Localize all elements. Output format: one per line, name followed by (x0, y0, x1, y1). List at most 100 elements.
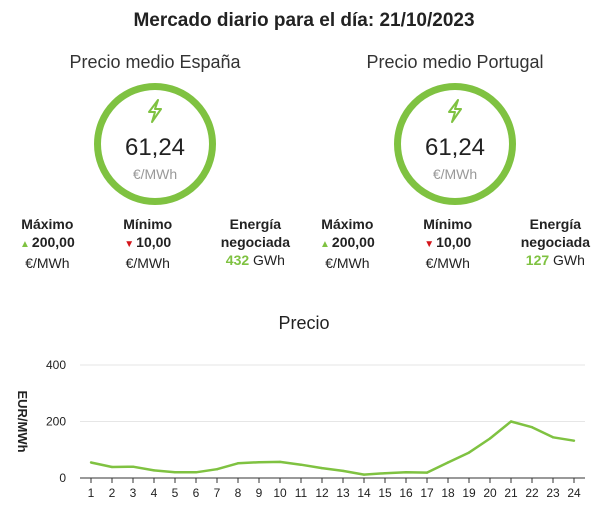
x-tick-label: 1 (88, 486, 95, 500)
data-point (89, 461, 93, 464)
x-tick-label: 20 (483, 486, 497, 500)
spain-min-value: 10,00 (136, 234, 172, 250)
x-tick-label: 22 (525, 486, 539, 500)
lightning-bolt-icon (101, 99, 209, 128)
x-tick-label: 16 (399, 486, 413, 500)
x-tick-label: 18 (441, 486, 455, 500)
spain-average-price: 61,24 (124, 134, 186, 161)
spain-min-label: Mínimo (123, 216, 173, 232)
spain-panel-title: Precio medio España (69, 52, 241, 72)
x-tick-label: 7 (214, 486, 221, 500)
portugal-max: Máximo ▲ 200,00 €/MWh (320, 215, 375, 272)
data-point (299, 463, 303, 466)
x-tick-label: 12 (315, 486, 329, 500)
spain-max-unit: €/MWh (25, 255, 70, 271)
data-point (131, 465, 135, 468)
data-point (173, 471, 177, 474)
y-tick-label: 0 (59, 471, 66, 485)
data-point (467, 451, 471, 454)
portugal-max-value: 200,00 (331, 234, 375, 250)
data-point (257, 460, 261, 464)
spain-price-gauge: 61,24 €/MWh (94, 83, 216, 205)
spain-max: Máximo ▲ 200,00 €/MWh (20, 215, 75, 272)
page-title: Mercado diario para el día: 21/10/2023 (133, 10, 475, 31)
x-tick-label: 4 (151, 486, 158, 500)
triangle-up-icon: ▲ (320, 239, 330, 250)
portugal-panel: Precio medio Portugal 61,24 €/MWh Máximo… (320, 52, 590, 272)
triangle-down-icon: ▼ (424, 239, 435, 250)
spain-min: Mínimo ▼ 10,00 €/MWh (123, 215, 172, 272)
x-tick-label: 11 (295, 486, 308, 500)
data-point (383, 471, 387, 475)
portugal-energy-label-1: Energía (529, 216, 582, 232)
data-point (362, 473, 366, 476)
portugal-price-gauge: 61,24 €/MWh (394, 83, 516, 205)
x-tick-label: 23 (546, 486, 560, 500)
spain-min-unit: €/MWh (125, 255, 170, 271)
price-series-line (90, 420, 575, 476)
spain-energy-label-2: negociada (220, 234, 290, 250)
lightning-bolt-icon (401, 99, 509, 128)
portugal-min-value: 10,00 (436, 234, 472, 250)
x-tick-label: 21 (504, 486, 518, 500)
portugal-energy: Energía negociada 127 GWh (521, 215, 590, 272)
spain-max-label: Máximo (21, 216, 74, 232)
x-tick-label: 2 (109, 486, 116, 500)
data-point (488, 437, 492, 440)
data-point (236, 462, 240, 465)
x-tick-label: 9 (256, 486, 263, 500)
spain-panel: Precio medio España 61,24 €/MWh Máximo ▲… (20, 52, 290, 272)
x-tick-label: 19 (462, 486, 476, 500)
data-point (446, 461, 450, 464)
x-tick-label: 24 (567, 486, 581, 500)
x-tick-label: 13 (336, 486, 350, 500)
portugal-min: Mínimo ▼ 10,00 €/MWh (423, 215, 472, 272)
x-tick-label: 3 (130, 486, 137, 500)
data-point (110, 465, 114, 469)
data-point (404, 471, 408, 474)
portugal-average-unit: €/MWh (432, 166, 478, 182)
spain-max-value: 200,00 (31, 234, 75, 250)
portugal-energy-label-2: negociada (520, 234, 590, 250)
data-point (425, 471, 429, 474)
x-tick-label: 15 (378, 486, 392, 500)
spain-energy-label-1: Energía (229, 216, 282, 232)
x-tick-label: 5 (172, 486, 179, 500)
portugal-stats: Máximo ▲ 200,00 €/MWh Mínimo ▼ 10,00 €/MWh… (320, 215, 590, 272)
x-tick-label: 10 (273, 486, 287, 500)
data-point (215, 468, 219, 471)
data-point (572, 439, 576, 442)
portugal-min-unit: €/MWh (425, 255, 470, 271)
spain-average-unit: €/MWh (132, 166, 178, 182)
spain-energy: Energía negociada 432 GWh (221, 215, 290, 272)
data-point (551, 436, 555, 439)
data-point (152, 469, 156, 472)
y-tick-label: 400 (46, 358, 66, 372)
portugal-energy-value: 127 (525, 252, 550, 268)
spain-stats: Máximo ▲ 200,00 €/MWh Mínimo ▼ 10,00 €/MWh… (20, 215, 290, 272)
spain-energy-value: 432 (225, 252, 250, 268)
portugal-max-label: Máximo (321, 216, 374, 232)
triangle-down-icon: ▼ (124, 239, 135, 250)
y-axis-label: EUR/MWh (15, 390, 30, 452)
data-point (320, 466, 324, 470)
triangle-up-icon: ▲ (20, 239, 30, 250)
y-tick-label: 200 (46, 415, 66, 429)
data-point (530, 425, 534, 429)
chart-title: Precio (278, 313, 330, 333)
portugal-energy-unit: GWh (553, 252, 585, 268)
x-tick-label: 17 (420, 486, 434, 500)
data-point (509, 420, 513, 423)
portugal-average-price: 61,24 (424, 134, 486, 161)
x-tick-label: 14 (357, 486, 371, 500)
data-point (341, 469, 345, 473)
x-tick-label: 8 (235, 486, 242, 500)
x-tick-label: 6 (193, 486, 200, 500)
data-point (194, 471, 198, 474)
portugal-panel-title: Precio medio Portugal (366, 52, 544, 72)
spain-energy-unit: GWh (253, 252, 285, 268)
data-point (278, 460, 282, 464)
portugal-min-label: Mínimo (423, 216, 473, 232)
portugal-max-unit: €/MWh (325, 255, 370, 271)
